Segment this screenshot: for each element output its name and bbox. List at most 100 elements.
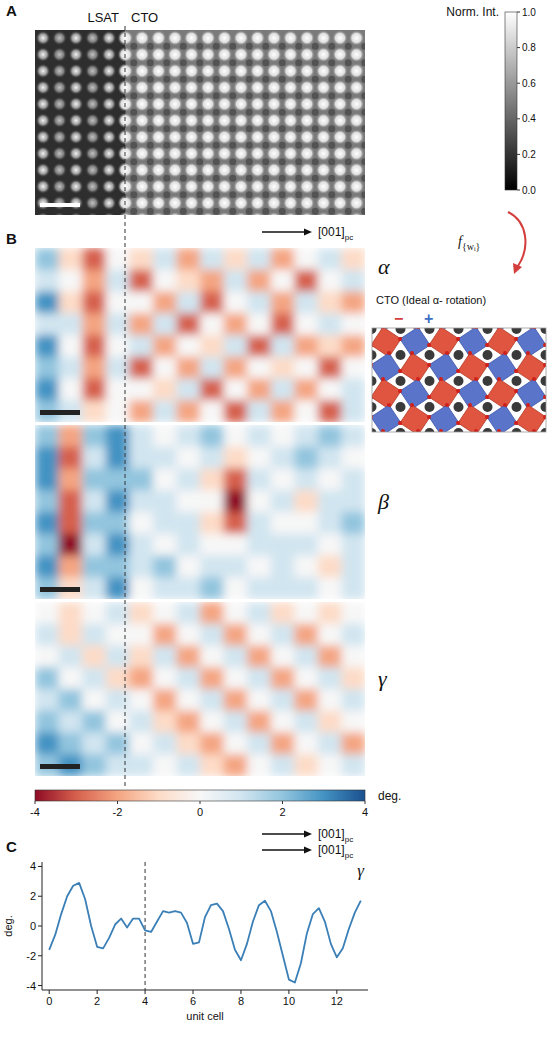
heatmap-cell (294, 490, 318, 512)
image-gap (295, 208, 302, 215)
heatmap-cell (153, 270, 177, 292)
image-gap (213, 208, 220, 215)
image-gap (262, 158, 269, 165)
chart-title: γ (357, 861, 365, 880)
heatmap (35, 425, 365, 599)
image-gap (229, 125, 236, 132)
atom-column (200, 129, 216, 145)
heatmap-cell (153, 646, 177, 668)
y-tick-label: -2 (26, 950, 36, 962)
atom-column (217, 146, 233, 162)
atom-column (299, 63, 315, 79)
heatmap-cell (318, 689, 342, 711)
heatmap-cell (247, 248, 271, 270)
atom-column (266, 179, 282, 195)
heatmap-cell (247, 469, 271, 491)
a-site (396, 428, 406, 432)
heatmap-cell (200, 556, 224, 578)
image-gap (246, 43, 253, 50)
octahedron (400, 405, 430, 432)
heatmap-cell (129, 490, 153, 512)
heatmap-cell (59, 357, 83, 379)
a-site (454, 350, 464, 360)
atom-column (316, 179, 332, 195)
atom-column (332, 80, 348, 96)
atom-column (69, 113, 84, 128)
heatmap-cell (247, 490, 271, 512)
image-gap (229, 43, 236, 50)
heatmap-cell (82, 335, 106, 357)
image-gap (361, 191, 365, 198)
heatmap-cell (129, 733, 153, 755)
map-title: α (378, 254, 390, 279)
image-gap (229, 175, 236, 182)
a-site (425, 402, 435, 412)
image-gap (130, 208, 137, 215)
colorbar-tick-label: 0.2 (522, 149, 536, 160)
heatmap-cell (153, 248, 177, 270)
heatmap-cell (271, 689, 295, 711)
atom-column (316, 96, 332, 112)
image-gap (213, 142, 220, 149)
colorbar-title: Norm. Int. (446, 5, 499, 19)
heatmap-cell (294, 667, 318, 689)
heatmap-cell (224, 646, 248, 668)
heatmap-cell (294, 357, 318, 379)
image-gap (196, 191, 203, 198)
image-gap (130, 125, 137, 132)
image-gap (130, 142, 137, 149)
atom-column (250, 195, 266, 211)
colorbar-tick (517, 118, 520, 119)
atom-column (283, 129, 299, 145)
heatmap-cell (271, 292, 295, 314)
heatmap-cell (35, 313, 59, 335)
a-site (372, 428, 377, 432)
heatmap-cell (224, 270, 248, 292)
heatmap-cell (176, 667, 200, 689)
atom-column (266, 96, 282, 112)
interface-line (125, 26, 126, 786)
heatmap-cell (153, 754, 177, 776)
heatmap-cells (35, 248, 365, 422)
atom-column (233, 30, 249, 46)
atom-column (134, 96, 150, 112)
heatmap-cell (294, 624, 318, 646)
oxygen (543, 415, 546, 419)
heatmap-cell (82, 754, 106, 776)
heatmap-cell (318, 534, 342, 556)
heatmap-cell (200, 270, 224, 292)
heatmap-cell (200, 577, 224, 599)
heatmap-cell (176, 400, 200, 422)
colorbar-tick-label: -4 (30, 806, 40, 818)
heatmap-cell (153, 512, 177, 534)
colorbar-tick (200, 801, 201, 804)
heatmap-cell (271, 512, 295, 534)
atom-column (200, 63, 216, 79)
image-gap (229, 76, 236, 83)
oxygen (439, 377, 443, 381)
heatmap-cell (318, 447, 342, 469)
atom-column (217, 129, 233, 145)
heatmap-cell (294, 577, 318, 599)
image-gap (213, 125, 220, 132)
heatmap-cell (153, 400, 177, 422)
a-site (396, 350, 406, 360)
inset-frame (372, 328, 546, 432)
atom-column (85, 196, 100, 211)
image-gap (312, 142, 319, 149)
a-site (454, 328, 464, 334)
image-gap (312, 191, 319, 198)
image-gap (196, 142, 203, 149)
oxygen (543, 395, 546, 399)
image-gap (180, 158, 187, 165)
heatmap-cell (247, 602, 271, 624)
heatmap-cell (271, 556, 295, 578)
atom-column (184, 30, 200, 46)
heatmap-cell (271, 447, 295, 469)
heatmap-cell (59, 248, 83, 270)
heatmap-cell (224, 400, 248, 422)
heatmap-cell (318, 754, 342, 776)
oxygen (468, 351, 472, 355)
atom-column (283, 146, 299, 162)
atom-column (250, 63, 266, 79)
